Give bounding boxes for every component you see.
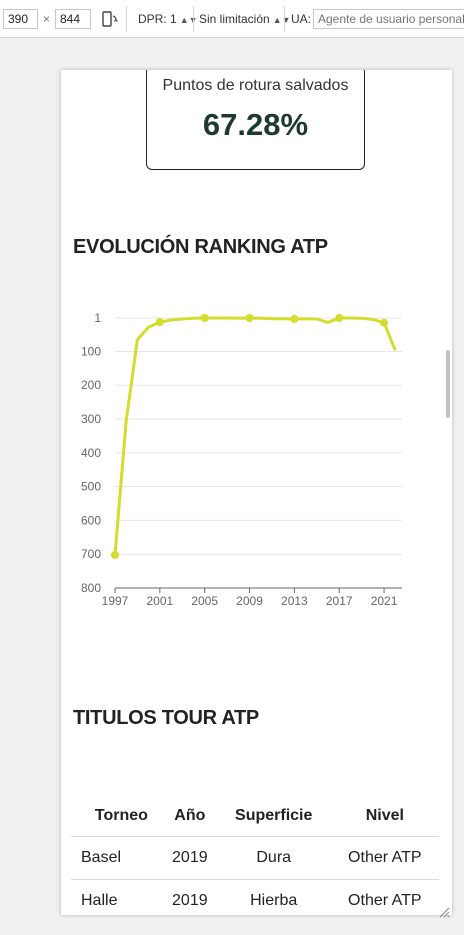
x-tick-label: 2017 (326, 594, 353, 608)
dimension-separator: × (43, 12, 51, 26)
data-point (200, 314, 209, 322)
y-tick-label: 500 (81, 480, 101, 494)
table-cell-nivel: Other ATP (330, 879, 439, 915)
ranking-series-line (113, 316, 397, 556)
y-tick-label: 800 (81, 581, 101, 595)
stat-value: 67.28% (202, 107, 309, 142)
toolbar-divider (284, 6, 285, 32)
x-tick-label: 2001 (146, 594, 173, 608)
table-row: Halle 2019 Hierba Other ATP (71, 879, 439, 915)
table-cell-superficie: Hierba (216, 879, 331, 915)
data-point (335, 314, 344, 322)
break-points-saved-card: Puntos de rotura salvados 67.28% (146, 70, 365, 170)
x-tick-label: 2005 (191, 594, 218, 608)
x-tick-label: 2009 (236, 594, 263, 608)
y-tick-label: 1 (94, 311, 101, 325)
table-cell-torneo: Halle (71, 879, 163, 915)
column-header-nivel: Nivel (330, 796, 439, 837)
table-header-row: Torneo Año Superficie Nivel (71, 796, 439, 837)
y-tick-label: 300 (81, 412, 101, 426)
data-point (380, 318, 389, 327)
throttle-chevron-icon: ▲▼ (272, 15, 291, 25)
column-header-torneo: Torneo (71, 796, 163, 837)
atp-ranking-chart: 1 100 200 300 400 500 600 700 800 1997 2001 2005 20… (81, 311, 402, 608)
dpr-select[interactable]: DPR: 1 ▲▼ (138, 12, 198, 27)
table-cell-superficie: Dura (216, 836, 331, 880)
table-row: Basel 2019 Dura Other ATP (71, 836, 439, 880)
dpr-chevron-icon: ▲▼ (179, 15, 198, 25)
user-agent-input[interactable] (313, 9, 464, 29)
y-tick-label: 100 (81, 344, 101, 358)
column-header-ano: Año (162, 796, 217, 837)
table-cell-torneo: Basel (71, 836, 163, 880)
x-tick-label: 2013 (281, 594, 308, 608)
dpr-label: DPR: 1 (138, 12, 177, 26)
table-cell-nivel: Other ATP (330, 836, 439, 880)
table-cell-ano: 2019 (162, 879, 217, 915)
column-header-superficie: Superficie (216, 796, 331, 837)
ua-label: UA: (291, 12, 312, 26)
y-tick-label: 700 (81, 547, 101, 561)
titles-table: Torneo Año Superficie Nivel Basel 2019 D… (71, 796, 439, 915)
toolbar-divider (193, 6, 194, 32)
titles-section-title: TITULOS TOUR ATP (73, 707, 259, 729)
rotate-icon[interactable] (100, 10, 118, 28)
y-tick-label: 200 (81, 378, 101, 392)
stat-label: Puntos de rotura salvados (162, 77, 349, 94)
throttle-label: Sin limitación (199, 12, 270, 26)
page-viewport: Puntos de rotura salvados 67.28% EVOLUCI… (61, 70, 452, 915)
scrollbar-thumb[interactable] (446, 350, 450, 418)
width-input[interactable]: 390 (3, 9, 38, 29)
y-tick-label: 600 (81, 513, 101, 527)
resize-handle-icon[interactable] (438, 906, 450, 918)
device-toolbar: 390 × 844 DPR: 1 ▲▼ Sin limitación ▲▼ UA: (0, 0, 464, 38)
height-input[interactable]: 844 (55, 9, 91, 29)
table-cell-ano: 2019 (162, 836, 217, 880)
data-point (155, 318, 164, 327)
data-point (111, 550, 119, 559)
ranking-section-title: EVOLUCIÓN RANKING ATP (73, 236, 328, 258)
data-point (290, 315, 299, 324)
data-point (245, 314, 254, 322)
toolbar-divider (126, 6, 127, 32)
x-tick-label: 2021 (371, 594, 398, 608)
y-tick-label: 400 (81, 446, 101, 460)
x-tick-label: 1997 (102, 594, 129, 608)
throttle-select[interactable]: Sin limitación ▲▼ (199, 12, 291, 27)
